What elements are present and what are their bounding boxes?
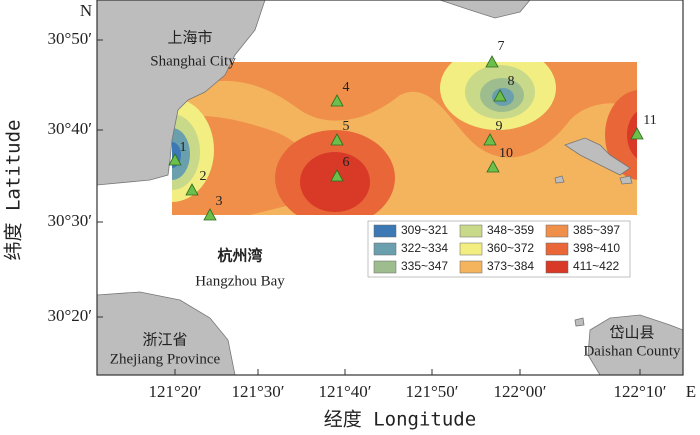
station-label: 9 xyxy=(496,119,503,134)
y-tick-label: 30°40′ xyxy=(47,119,92,138)
map-frame xyxy=(96,0,684,376)
contour-field xyxy=(172,62,637,215)
y-tick-label: 30°30′ xyxy=(47,211,92,230)
shanghai-land xyxy=(97,0,266,186)
station-label: 4 xyxy=(343,80,350,95)
islet xyxy=(574,317,585,327)
legend-label: 322~334 xyxy=(401,241,448,255)
station-label: 3 xyxy=(216,194,223,209)
legend-swatch xyxy=(373,224,397,238)
contour xyxy=(627,111,637,159)
x-tick-label: 121°30′ xyxy=(231,382,284,401)
station-marker xyxy=(330,133,344,146)
x-tick-label: 121°40′ xyxy=(318,382,371,401)
x-tick-label: 121°50′ xyxy=(405,382,458,401)
legend-label: 373~384 xyxy=(487,259,534,273)
station-label: 10 xyxy=(499,146,513,161)
legend-label: 398~410 xyxy=(573,241,620,255)
place-name-en: Shanghai City xyxy=(150,53,236,69)
zhejiang-land xyxy=(97,291,236,375)
station-marker xyxy=(483,133,497,146)
legend-box xyxy=(367,220,631,278)
legend-label: 360~372 xyxy=(487,241,534,255)
place-name-en: Zhejiang Province xyxy=(110,351,221,367)
x-axis-label: 经度 Longitude xyxy=(324,409,476,431)
station-marker xyxy=(330,94,344,107)
station-label: 5 xyxy=(343,119,350,134)
island xyxy=(564,137,631,176)
station-label: 7 xyxy=(498,39,505,54)
place-name-zh: 岱山县 xyxy=(609,324,654,342)
station-marker xyxy=(203,208,217,221)
legend-label: 309~321 xyxy=(401,223,448,237)
station-marker xyxy=(330,169,344,182)
legend: 309~321 322~334 335~347 348~359 360~372 373~3… xyxy=(367,220,631,278)
contour xyxy=(300,152,370,212)
place-name-zh: 杭州湾 xyxy=(217,247,262,265)
islet xyxy=(619,175,633,185)
place-name-zh: 上海市 xyxy=(167,29,212,47)
station-marker xyxy=(486,160,500,173)
north-land xyxy=(439,0,531,19)
legend-label: 335~347 xyxy=(401,259,448,273)
x-tick-label: 122°00′ xyxy=(493,382,546,401)
station-marker xyxy=(485,55,499,68)
x-tick-label: 121°20′ xyxy=(148,382,201,401)
legend-swatch xyxy=(459,260,483,274)
legend-label: 385~397 xyxy=(573,223,620,237)
legend-swatch xyxy=(459,242,483,256)
legend-label: 348~359 xyxy=(487,223,534,237)
legend-swatch xyxy=(373,260,397,274)
station-marker xyxy=(168,153,182,166)
daishan-island xyxy=(587,314,683,375)
legend-swatch xyxy=(545,260,569,274)
station-marker xyxy=(630,127,644,140)
legend-swatch xyxy=(459,224,483,238)
islet xyxy=(554,175,565,184)
station-label: 6 xyxy=(343,155,350,170)
station-label: 1 xyxy=(180,140,187,155)
place-name-en: Hangzhou Bay xyxy=(195,273,285,289)
legend-swatch xyxy=(373,242,397,256)
legend-swatch xyxy=(545,242,569,256)
contour xyxy=(172,128,190,180)
x-tick-label: 122°10′ xyxy=(613,382,666,401)
land xyxy=(97,0,683,375)
station-label: 2 xyxy=(200,169,207,184)
place-name-en: Daishan County xyxy=(583,343,681,359)
station-label: 11 xyxy=(643,113,656,128)
y-tick-label: 30°20′ xyxy=(47,306,92,325)
north-label: N xyxy=(80,1,92,20)
legend-swatch xyxy=(545,224,569,238)
y-tick-label: 30°50′ xyxy=(47,29,92,48)
y-axis-label: 纬度 Latitude xyxy=(3,120,25,261)
place-name-zh: 浙江省 xyxy=(142,331,187,349)
station-label: 8 xyxy=(508,74,515,89)
station-marker xyxy=(185,183,199,196)
legend-label: 411~422 xyxy=(573,259,619,273)
east-label: E xyxy=(686,382,696,401)
station-marker xyxy=(493,89,507,102)
